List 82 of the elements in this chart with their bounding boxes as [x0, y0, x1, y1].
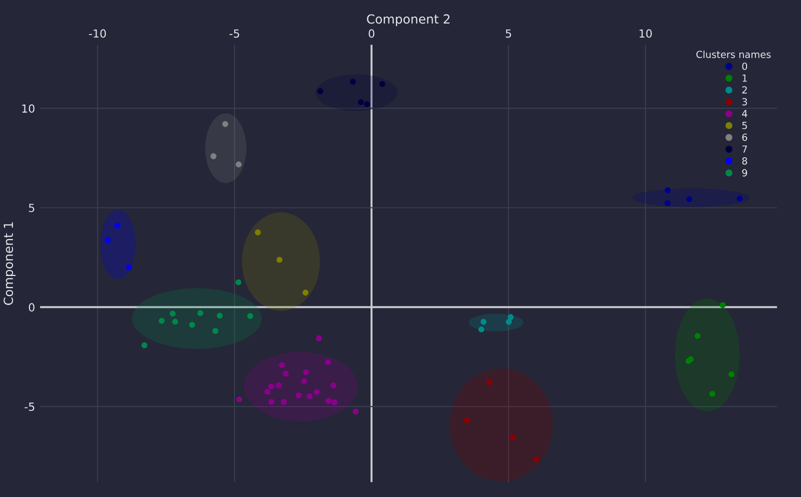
point	[303, 369, 309, 376]
point	[247, 313, 254, 320]
point	[317, 88, 324, 94]
point	[664, 187, 671, 194]
point	[279, 362, 285, 368]
y-tick-label: 10	[22, 104, 34, 113]
point	[276, 382, 282, 388]
point	[302, 290, 308, 296]
point	[510, 434, 516, 440]
legend-label: 2	[742, 86, 747, 94]
point	[170, 310, 176, 317]
y-tick-label: -5	[24, 402, 34, 411]
point	[158, 318, 165, 324]
point	[235, 279, 242, 286]
point	[478, 326, 484, 332]
point	[276, 256, 282, 263]
point	[694, 333, 700, 339]
point	[480, 318, 487, 325]
y-tick-label: 5	[28, 204, 34, 212]
legend-label: 5	[742, 122, 747, 130]
point	[330, 382, 336, 388]
point	[104, 237, 111, 243]
legend-label: 9	[742, 169, 748, 176]
point	[316, 335, 322, 342]
x-tick-label: 0	[368, 29, 374, 38]
point	[141, 342, 148, 348]
point	[222, 121, 228, 127]
point	[172, 318, 178, 325]
point	[189, 322, 196, 328]
legend-title: Clusters names	[696, 50, 771, 58]
point	[280, 399, 287, 405]
point	[664, 200, 671, 206]
point	[114, 222, 120, 228]
y-axis-title: Component 1	[4, 222, 16, 305]
legend-label: 3	[742, 98, 747, 106]
point	[332, 399, 338, 406]
x-tick-label: 10	[640, 29, 652, 38]
y-tick-label: 0	[28, 303, 34, 312]
point	[506, 318, 512, 325]
point	[379, 81, 386, 88]
legend-label: 6	[742, 134, 748, 141]
point	[268, 399, 274, 405]
point	[364, 101, 370, 108]
point	[306, 393, 313, 400]
point	[486, 379, 492, 386]
point	[282, 370, 289, 377]
point	[210, 153, 216, 160]
point	[296, 392, 302, 398]
point	[720, 302, 726, 308]
point	[301, 378, 308, 384]
point	[264, 388, 270, 395]
legend-label: 4	[742, 110, 748, 118]
legend-label: 0	[742, 62, 748, 70]
point	[314, 389, 320, 395]
point	[236, 161, 242, 168]
point	[709, 390, 716, 397]
legend-label: 1	[742, 74, 747, 82]
point	[216, 312, 223, 319]
point	[268, 384, 274, 390]
point	[736, 196, 743, 202]
point	[326, 398, 332, 404]
point	[686, 196, 692, 202]
legend-label: 8	[742, 157, 748, 165]
point	[728, 371, 734, 378]
point	[254, 229, 261, 236]
point	[358, 99, 364, 106]
x-tick-label: -10	[89, 29, 106, 38]
point	[197, 310, 204, 316]
point	[126, 264, 132, 270]
point	[533, 456, 540, 462]
legend-label: 7	[742, 146, 747, 153]
x-axis-title: Component 2	[366, 14, 450, 26]
x-tick-label: -5	[230, 29, 240, 38]
point	[236, 396, 242, 402]
point	[212, 328, 218, 334]
point	[464, 417, 470, 424]
point	[352, 408, 359, 414]
point	[686, 358, 692, 364]
point	[325, 359, 331, 366]
point	[508, 314, 514, 320]
point	[350, 78, 356, 85]
x-tick-label: 5	[506, 29, 512, 38]
